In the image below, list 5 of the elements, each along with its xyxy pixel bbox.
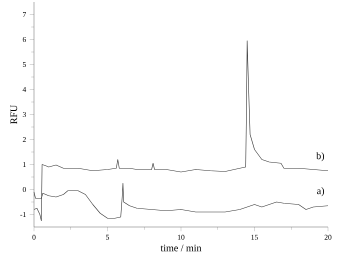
line-series bbox=[34, 40, 328, 222]
annotation: a) bbox=[317, 187, 324, 196]
y-axis-title: RFU bbox=[10, 105, 18, 124]
annotation: b) bbox=[316, 152, 324, 162]
x-axis-title: time / min bbox=[160, 244, 202, 252]
